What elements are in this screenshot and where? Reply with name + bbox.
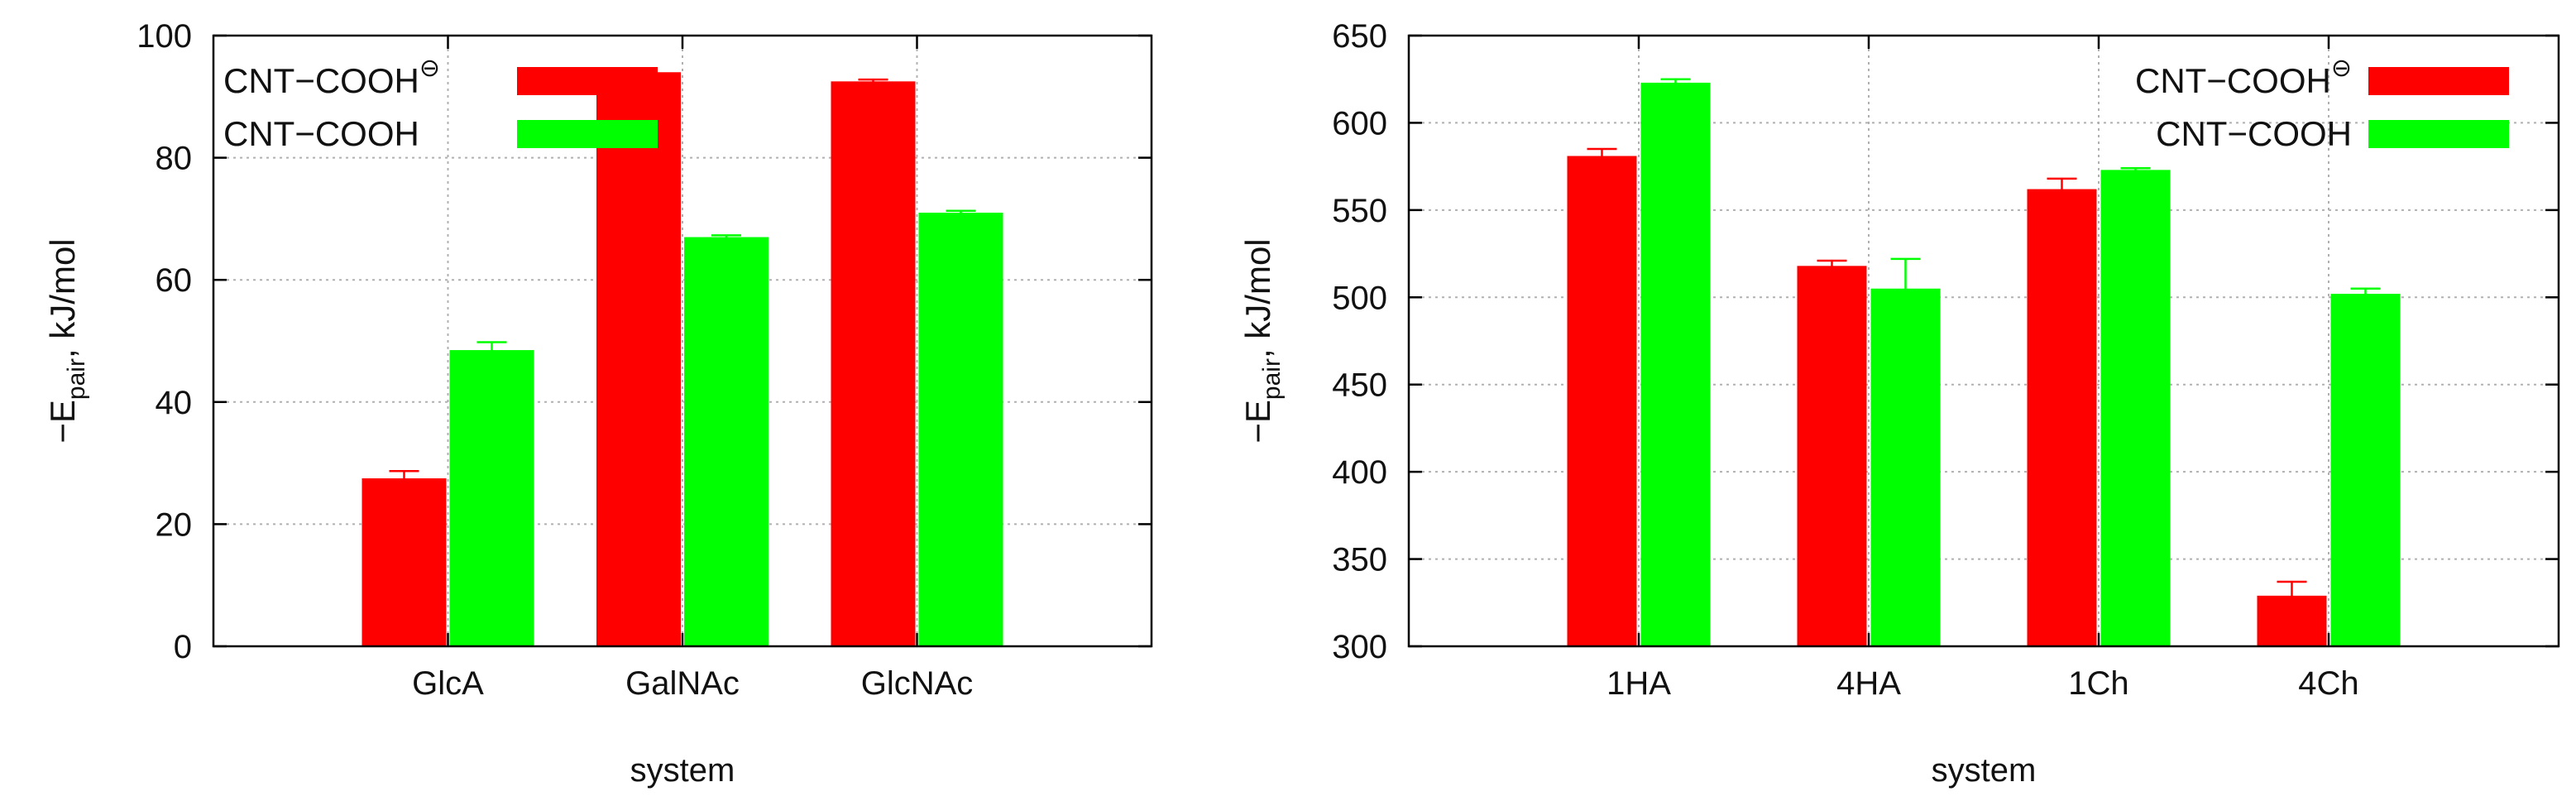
legend-label-superscript: ⊖ — [419, 55, 440, 82]
y-axis-label-subscript: pair — [1258, 358, 1286, 400]
y-tick-label: 20 — [156, 506, 193, 543]
y-tick-label: 350 — [1332, 542, 1387, 578]
y-tick-label: 0 — [174, 629, 192, 665]
bar — [1640, 82, 1711, 647]
x-tick-label: 1Ch — [2068, 665, 2128, 702]
legend-swatch — [2368, 67, 2509, 95]
legend-label: CNT−COOH — [2156, 114, 2352, 153]
bar — [831, 81, 916, 647]
y-axis-label-main: −E — [43, 400, 82, 444]
legend-label-superscript: ⊖ — [2331, 55, 2352, 82]
y-axis-label-unit: , kJ/mol — [1238, 238, 1277, 358]
series-2 — [1640, 78, 2401, 647]
y-axis-label: −Epair, kJ/mol — [43, 238, 90, 443]
legend-swatch — [517, 120, 658, 148]
legend-label-name: CNT−COOH — [2135, 61, 2331, 100]
grid-lines — [1409, 36, 2559, 646]
series-1 — [1567, 147, 2327, 646]
bar — [362, 478, 447, 646]
bar — [596, 72, 681, 646]
x-tick-label: 1HA — [1606, 665, 1671, 702]
y-tick-label: 300 — [1332, 629, 1387, 665]
series-2 — [449, 209, 1003, 646]
legend-label: CNT−COOH⊖ — [2135, 55, 2352, 100]
legend: CNT−COOH⊖CNT−COOH — [223, 55, 658, 153]
bar — [2027, 189, 2097, 646]
x-tick-label: GlcA — [412, 665, 484, 702]
y-tick-label: 650 — [1332, 18, 1387, 55]
legend-label-name: CNT−COOH — [223, 114, 419, 153]
legend-swatch — [2368, 120, 2509, 148]
y-axis-ticks: 300 350 400 450 500 550 600 650 — [1332, 18, 2559, 665]
bar — [1870, 288, 1941, 646]
y-axis-label-subscript: pair — [63, 358, 90, 400]
y-axis-ticks: 0 20 40 60 80 100 — [136, 18, 1152, 665]
legend-item-1: CNT−COOH⊖ — [2135, 55, 2509, 100]
legend-item-2: CNT−COOH — [2156, 114, 2509, 153]
x-axis-ticks: GlcA GalNAc GlcNAc — [412, 36, 973, 702]
bar — [2100, 170, 2171, 647]
x-tick-label: 4HA — [1836, 665, 1901, 702]
chart-1: 0 20 40 60 80 100 GlcA GalNAc GlcNAc system −Epair… — [43, 18, 1153, 789]
x-tick-label: GalNAc — [625, 665, 740, 702]
bar — [1797, 266, 1867, 646]
legend-label-name: CNT−COOH — [223, 61, 419, 100]
y-tick-label: 400 — [1332, 454, 1387, 491]
x-axis-label: system — [1932, 752, 2037, 789]
y-axis-label-unit: , kJ/mol — [43, 238, 82, 358]
series-1 — [362, 69, 916, 647]
bar — [918, 213, 1003, 646]
legend-swatch — [517, 67, 658, 95]
y-tick-label: 550 — [1332, 193, 1387, 229]
y-tick-label: 100 — [136, 18, 192, 55]
x-tick-label: 4Ch — [2298, 665, 2358, 702]
y-axis-label: −Epair, kJ/mol — [1238, 238, 1286, 443]
y-tick-label: 500 — [1332, 280, 1387, 316]
legend-label: CNT−COOH — [223, 114, 419, 153]
chart-2: 300 350 400 450 500 550 600 650 1HA 4HA 1Ch 4Ch syst… — [1238, 18, 2560, 789]
bar — [2330, 294, 2401, 646]
x-axis-label: system — [630, 752, 735, 789]
y-tick-label: 80 — [156, 141, 193, 177]
y-tick-label: 60 — [156, 262, 193, 299]
y-axis-label-main: −E — [1238, 400, 1277, 444]
bar — [684, 237, 768, 646]
bar — [1567, 156, 1637, 646]
legend-item-2: CNT−COOH — [223, 114, 658, 153]
legend-label-name: CNT−COOH — [2156, 114, 2352, 153]
plot-frame — [1407, 34, 2560, 648]
bar — [449, 350, 534, 646]
y-tick-label: 450 — [1332, 367, 1387, 404]
x-axis-ticks: 1HA 4HA 1Ch 4Ch — [1606, 36, 2359, 702]
y-tick-label: 600 — [1332, 105, 1387, 142]
legend: CNT−COOH⊖CNT−COOH — [2135, 55, 2509, 153]
legend-item-1: CNT−COOH⊖ — [223, 55, 658, 100]
legend-label: CNT−COOH⊖ — [223, 55, 440, 100]
y-tick-label: 40 — [156, 385, 193, 421]
x-tick-label: GlcNAc — [861, 665, 974, 702]
